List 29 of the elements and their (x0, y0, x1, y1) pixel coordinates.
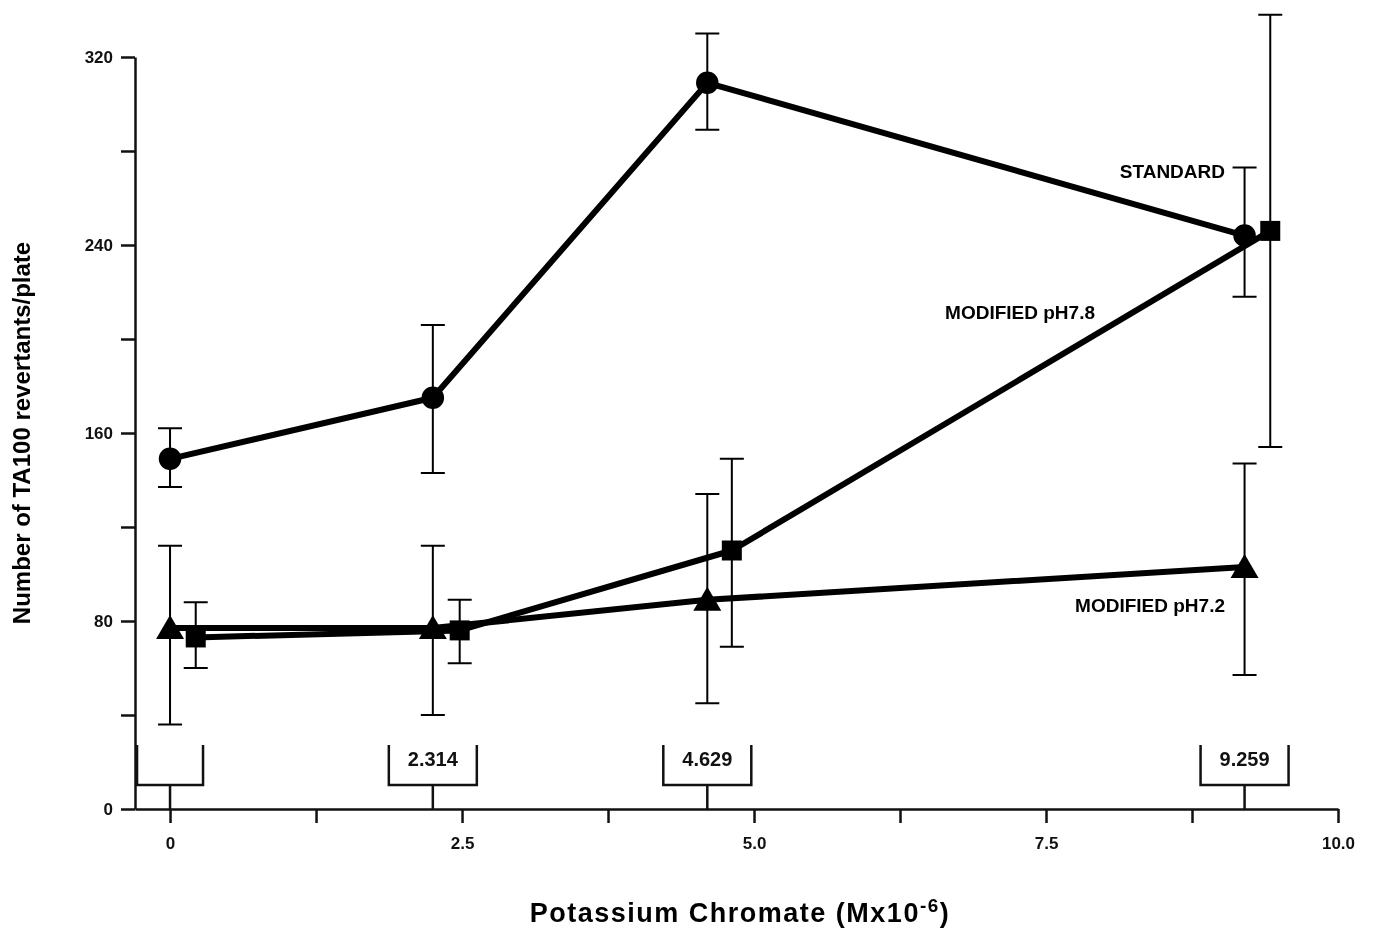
x-axis-title: Potassium Chromate (Mx10$^{-6}$) (529, 894, 951, 928)
point (158, 447, 182, 471)
x-tick-label: 10.0 (1321, 834, 1356, 854)
point (1233, 224, 1256, 247)
y-tick-label: 240 (84, 235, 113, 255)
point (693, 586, 722, 611)
x-tick-label: 5.0 (742, 834, 767, 854)
point (696, 71, 719, 95)
series-label: MODIFIED pH7.8 (945, 302, 1095, 323)
x-tick-label: 2.5 (450, 834, 475, 854)
y-tick-label: 160 (84, 423, 113, 443)
annotation: 9.259 (1219, 748, 1270, 770)
y-tick-label: 80 (94, 611, 113, 631)
point (721, 540, 742, 561)
point (421, 386, 445, 410)
point (1260, 220, 1281, 241)
series-label: STANDARD (1119, 161, 1225, 182)
x-tick-label: 0 (165, 834, 176, 854)
point (418, 615, 447, 640)
series-label: MODIFIED pH7.2 (1075, 595, 1225, 616)
x-tick-label: 7.5 (1034, 834, 1059, 854)
annotation: 2.314 (407, 748, 459, 770)
point (449, 620, 470, 641)
y-tick-label: 0 (103, 799, 113, 819)
y-tick-label: 320 (84, 47, 113, 67)
y-axis-title: Number of TA100 revertants/plate (8, 241, 35, 625)
annotation: 4.629 (682, 748, 733, 770)
point (1230, 553, 1259, 578)
point (156, 615, 185, 640)
